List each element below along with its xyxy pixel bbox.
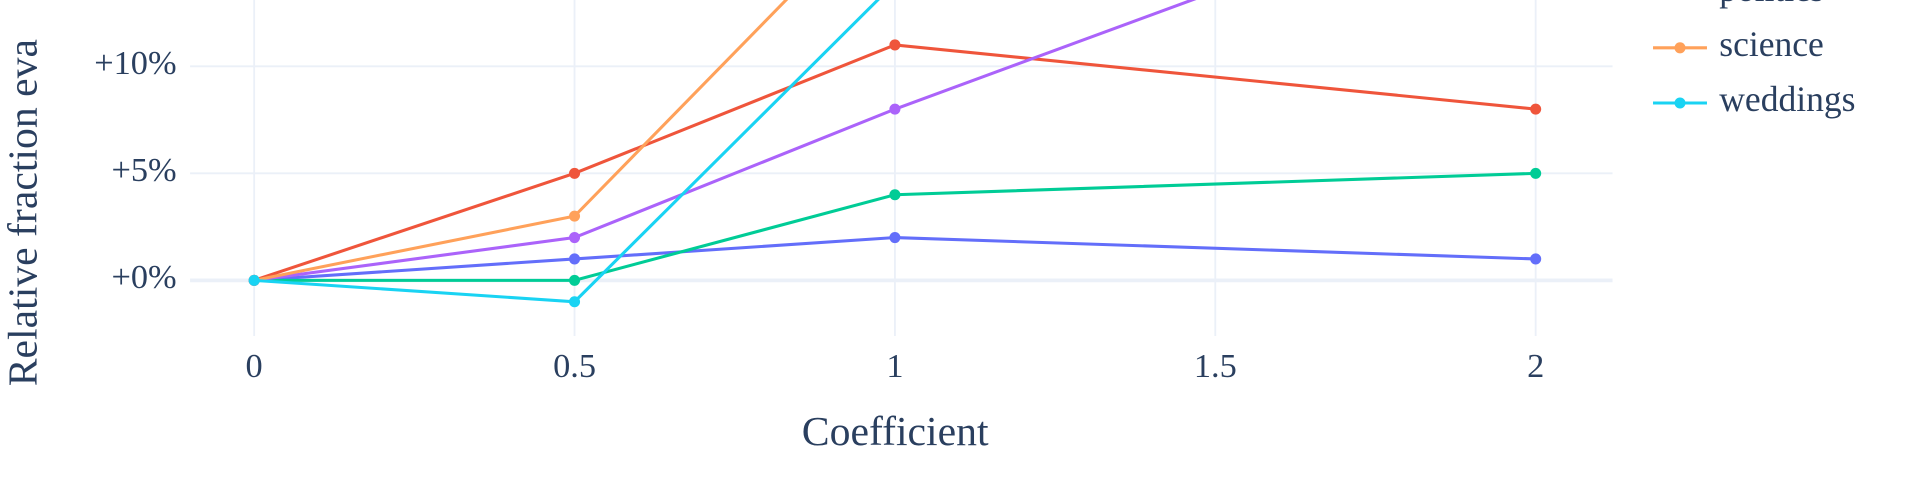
y-axis-title: Relative fraction eva	[1, 39, 47, 386]
series-marker	[569, 253, 581, 265]
series-marker	[889, 232, 901, 244]
x-axis-title: Coefficient	[802, 409, 989, 455]
plot-area	[248, 0, 1542, 308]
series-marker	[569, 167, 581, 179]
series-marker	[889, 103, 901, 115]
series-marker	[248, 274, 260, 286]
legend-swatch-marker	[1674, 97, 1686, 109]
series-marker	[1530, 167, 1542, 179]
y-tick-label: +5%	[111, 151, 176, 189]
series-marker	[1530, 103, 1542, 115]
y-tick-label: +0%	[111, 258, 176, 296]
series-line	[253, 0, 1197, 282]
legend-label: science	[1719, 24, 1824, 64]
series-marker	[569, 210, 581, 222]
x-tick-label: 0	[246, 347, 263, 385]
legend-label: weddings	[1719, 79, 1855, 119]
series-marker	[569, 296, 581, 308]
series-marker	[889, 189, 901, 201]
series-line	[253, 43, 1536, 282]
series-marker	[1530, 253, 1542, 265]
x-tick-label: 1.5	[1194, 347, 1237, 385]
y-tick-label: +10%	[94, 44, 176, 82]
x-tick-label: 2	[1527, 347, 1544, 385]
x-tick-label: 0.5	[553, 347, 596, 385]
series-marker	[889, 39, 901, 51]
series-line	[254, 236, 1536, 282]
legend-label: politics	[1719, 0, 1824, 9]
legend-swatch-marker	[1674, 42, 1686, 54]
series-line	[254, 171, 1536, 282]
x-tick-label: 1	[886, 347, 903, 385]
series-marker	[569, 232, 581, 244]
series-marker	[569, 274, 581, 286]
